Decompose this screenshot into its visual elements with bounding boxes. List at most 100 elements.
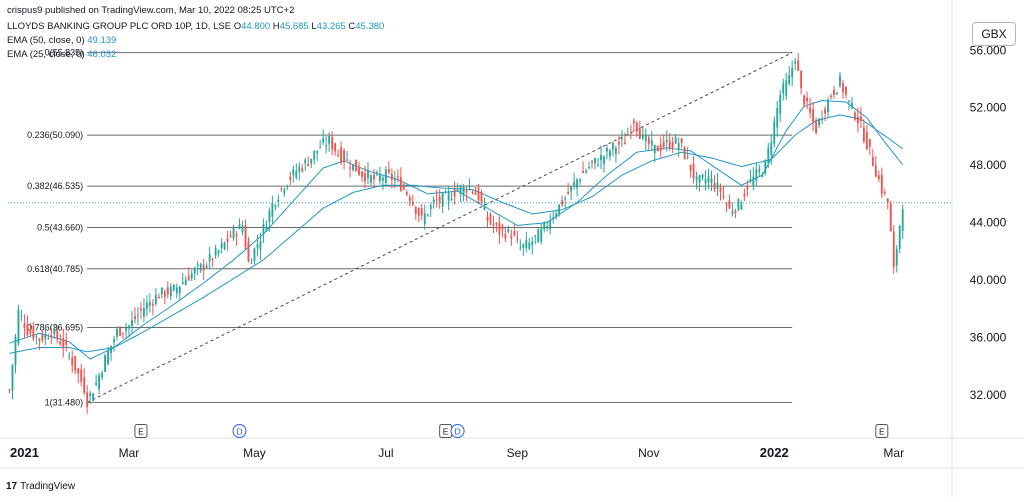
tradingview-logo-icon: 17: [6, 481, 18, 492]
candle-down: [629, 132, 632, 134]
candle-down: [480, 191, 483, 203]
candle-down: [856, 116, 859, 124]
candle-down: [656, 146, 659, 152]
candle-down: [713, 182, 716, 190]
candle-down: [349, 167, 351, 169]
candle-down: [722, 195, 725, 198]
candle-up: [426, 214, 429, 216]
candle-down: [402, 185, 405, 190]
candle-up: [89, 392, 92, 396]
x-tick-label: Nov: [638, 446, 659, 460]
candle-up: [274, 205, 277, 208]
candle-up: [459, 185, 462, 194]
candle-down: [495, 222, 498, 225]
candle-up: [384, 169, 387, 183]
currency-unit-button[interactable]: GBX: [972, 22, 1016, 46]
candle-up: [131, 320, 133, 327]
ohlc-open: 44.800: [241, 21, 271, 32]
candle-up: [546, 226, 549, 228]
y-tick-label: 52.000: [970, 101, 1007, 115]
candle-up: [483, 205, 486, 210]
candle-up: [298, 166, 301, 172]
candle-up: [749, 179, 752, 181]
candle-down: [880, 174, 883, 194]
ohlc-high-label: H: [272, 21, 280, 32]
candle-up: [779, 94, 782, 115]
candle-down: [812, 109, 815, 122]
y-tick-label: 56.000: [970, 43, 1007, 57]
earnings-marker: [134, 424, 148, 438]
candle-up: [836, 92, 838, 95]
candle-down: [226, 238, 229, 242]
candle-down: [877, 175, 880, 180]
candle-down: [692, 164, 695, 179]
candle-down: [355, 159, 357, 172]
candle-up: [199, 263, 202, 271]
candle-up: [310, 158, 313, 164]
ohlc-low-label: L: [311, 21, 317, 32]
candle-down: [80, 369, 83, 382]
candle-up: [328, 135, 331, 144]
candle-up: [370, 175, 372, 183]
candle-down: [886, 198, 889, 203]
candle-up: [181, 282, 184, 284]
candle-up: [758, 169, 761, 172]
candle-down: [824, 109, 826, 114]
candle-down: [513, 231, 516, 236]
candle-up: [620, 138, 623, 140]
candle-up: [549, 221, 552, 230]
candle-down: [510, 235, 513, 239]
candle-down: [396, 176, 399, 178]
fib-level-label: 0.786(36.695): [27, 322, 83, 332]
candle-up: [268, 210, 271, 223]
candle-up: [641, 134, 644, 139]
candle-down: [471, 191, 474, 193]
candle-down: [56, 330, 59, 339]
candle-up: [98, 375, 101, 390]
candle-down: [361, 171, 363, 177]
candle-down: [337, 154, 340, 156]
candle-up: [579, 179, 582, 182]
candle-up: [522, 244, 525, 248]
candle-down: [387, 168, 390, 173]
candle-up: [614, 148, 617, 155]
candle-up: [468, 185, 471, 188]
ema50-legend[interactable]: EMA (50, close, 0) 49.139: [7, 35, 116, 46]
candle-up: [148, 302, 151, 306]
candle-down: [865, 131, 868, 150]
candle-up: [172, 284, 175, 291]
candle-down: [561, 200, 564, 206]
ema25-value: 48.032: [87, 49, 117, 60]
candle-up: [169, 286, 172, 296]
candle-down: [163, 291, 166, 297]
candle-up: [20, 315, 23, 317]
candle-down: [307, 163, 310, 166]
fib-trend-line: [86, 52, 793, 403]
candle-up: [839, 75, 841, 86]
candle-down: [719, 187, 722, 193]
candle-up: [597, 164, 599, 166]
dividend-marker-label: D: [455, 427, 461, 437]
candle-up: [256, 244, 259, 248]
candle-up: [701, 174, 704, 179]
candle-up: [773, 121, 776, 144]
fib-level-label: 0.618(40.785): [27, 264, 83, 274]
candle-up: [160, 287, 163, 295]
ema25-legend[interactable]: EMA (25, close, 0) 48.032: [7, 49, 116, 60]
candle-up: [178, 286, 181, 294]
candle-down: [119, 326, 121, 336]
candle-up: [588, 166, 590, 168]
candle-up: [378, 175, 381, 182]
candle-up: [447, 192, 450, 202]
candle-down: [567, 191, 570, 194]
candle-up: [827, 99, 829, 112]
candle-down: [800, 70, 803, 89]
candle-up: [695, 176, 698, 181]
candle-up: [145, 302, 148, 309]
tradingview-brand[interactable]: 17 TradingView: [6, 481, 75, 492]
y-tick-label: 40.000: [970, 273, 1007, 287]
candle-up: [456, 189, 459, 192]
